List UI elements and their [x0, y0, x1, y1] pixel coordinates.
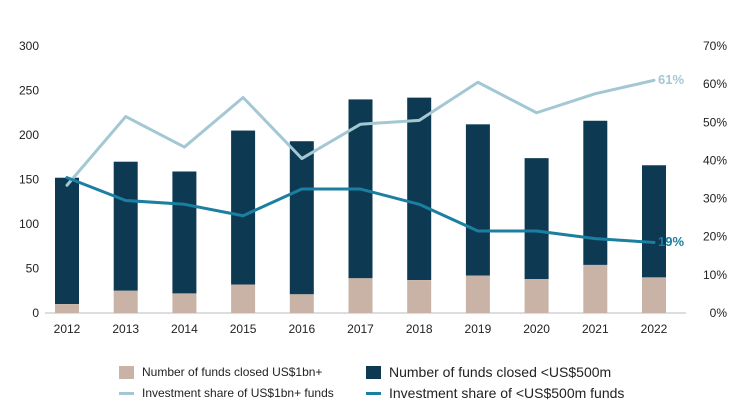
bar-funds-1bn [642, 277, 666, 313]
right-tick-label: 0% [710, 306, 728, 320]
bars-group [55, 97, 666, 313]
bar-funds-500m [583, 120, 608, 265]
x-tick-label: 2018 [406, 322, 433, 336]
x-tick-label: 2022 [641, 322, 668, 336]
end-label-line1: 61% [658, 72, 684, 87]
bar-funds-1bn [113, 290, 138, 313]
left-tick-label: 0 [32, 306, 39, 320]
left-tick-label: 200 [19, 128, 39, 142]
line-investment-share-500m [65, 176, 656, 244]
right-tick-label: 60% [703, 77, 727, 91]
x-tick-label: 2021 [582, 322, 609, 336]
bar-funds-500m [465, 124, 490, 276]
x-tick-label: 2014 [171, 322, 198, 336]
x-tick-label: 2017 [347, 322, 374, 336]
bar-funds-1bn [583, 264, 608, 313]
x-tick-label: 2019 [465, 322, 492, 336]
right-tick-label: 40% [703, 153, 727, 167]
bar-funds-1bn [465, 275, 490, 313]
left-tick-label: 300 [19, 39, 39, 53]
bar-funds-1bn [231, 284, 256, 313]
left-tick-label: 150 [19, 173, 39, 187]
bar-funds-500m [289, 141, 314, 295]
left-tick-label: 100 [19, 217, 39, 231]
bar-funds-500m [113, 161, 138, 291]
x-tick-label: 2016 [288, 322, 315, 336]
bar-funds-500m [172, 171, 197, 294]
right-axis-ticks: 0% 10% 20% 30% 40% 50% 60% 70% [703, 39, 727, 320]
right-tick-label: 30% [703, 192, 727, 206]
end-label-line2: 19% [658, 234, 684, 249]
x-axis-ticks: 2012 2013 2014 2015 2016 2017 2018 2019 2020 2021… [54, 322, 668, 336]
bar-funds-500m [407, 97, 432, 281]
bar-funds-1bn [55, 304, 79, 313]
bar-funds-1bn [407, 280, 432, 313]
left-tick-label: 250 [19, 84, 39, 98]
right-tick-label: 70% [703, 39, 727, 53]
x-tick-label: 2020 [523, 322, 550, 336]
bar-funds-1bn [524, 279, 549, 313]
bar-funds-1bn [172, 293, 197, 313]
right-tick-label: 10% [703, 268, 727, 282]
bar-funds-500m [55, 177, 79, 305]
right-tick-label: 20% [703, 230, 727, 244]
bar-funds-500m [231, 130, 256, 285]
bar-funds-1bn [348, 278, 373, 313]
bar-funds-500m [524, 158, 549, 280]
x-tick-label: 2013 [112, 322, 139, 336]
bar-funds-1bn [289, 294, 314, 313]
bar-funds-500m [642, 165, 666, 278]
line-investment-share-1bn [65, 78, 656, 187]
left-axis-ticks: 0 50 100 150 200 250 300 [19, 39, 39, 320]
lines-group [65, 78, 656, 244]
right-tick-label: 50% [703, 115, 727, 129]
x-tick-label: 2015 [230, 322, 257, 336]
left-tick-label: 50 [26, 262, 40, 276]
x-tick-label: 2012 [54, 322, 81, 336]
